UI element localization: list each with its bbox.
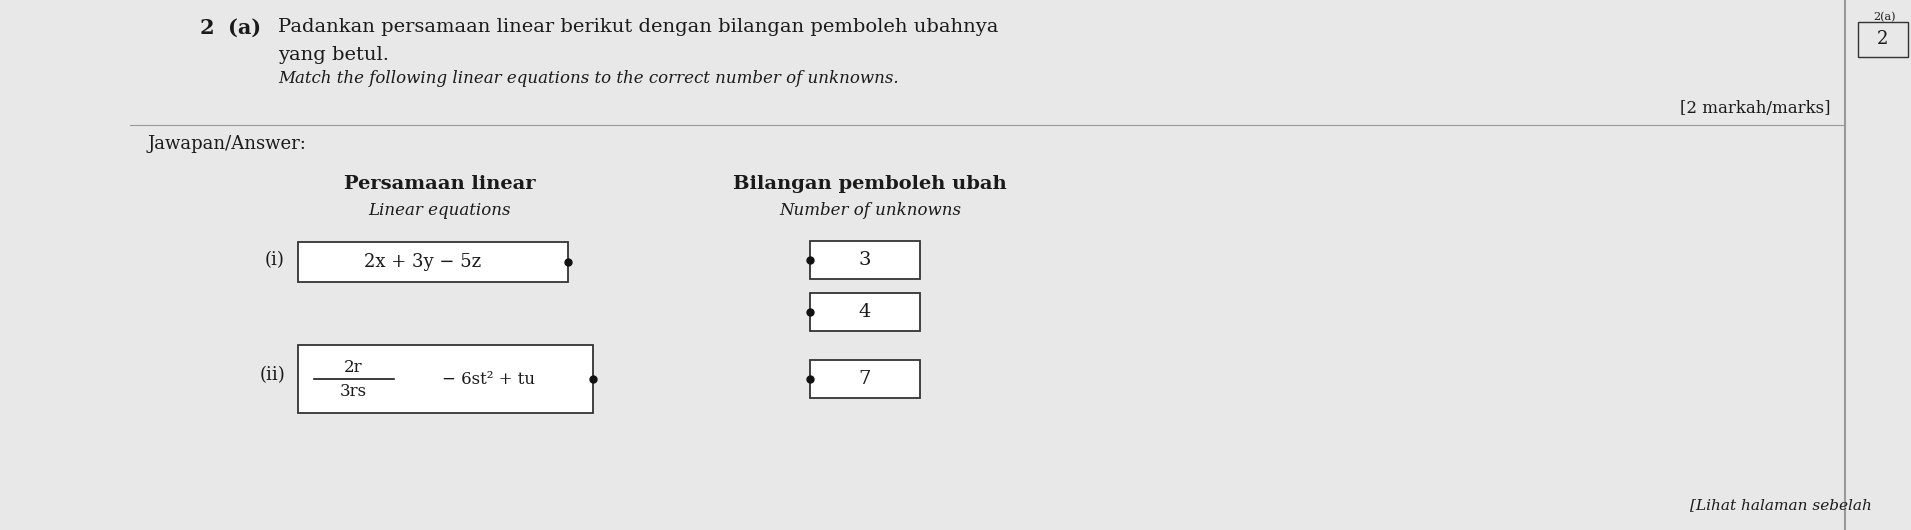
Text: 2: 2 — [201, 18, 214, 38]
Text: Padankan persamaan linear berikut dengan bilangan pemboleh ubahnya: Padankan persamaan linear berikut dengan… — [277, 18, 998, 36]
Text: Bilangan pemboleh ubah: Bilangan pemboleh ubah — [734, 175, 1007, 193]
Text: 2r: 2r — [344, 358, 363, 375]
FancyBboxPatch shape — [298, 242, 568, 282]
Text: Persamaan linear: Persamaan linear — [344, 175, 535, 193]
Text: 3rs: 3rs — [340, 384, 367, 401]
Text: Jawapan/Answer:: Jawapan/Answer: — [147, 135, 308, 153]
Text: Linear equations: Linear equations — [369, 202, 512, 219]
FancyBboxPatch shape — [298, 345, 592, 413]
Text: yang betul.: yang betul. — [277, 46, 390, 64]
Text: 3: 3 — [858, 251, 871, 269]
Text: [Lihat halaman sebelah: [Lihat halaman sebelah — [1689, 498, 1873, 512]
Text: (i): (i) — [266, 251, 285, 269]
Text: − 6st² + tu: − 6st² + tu — [441, 370, 535, 387]
Text: 2: 2 — [1877, 30, 1888, 48]
Text: Number of unknowns: Number of unknowns — [780, 202, 961, 219]
Text: 2x + 3y − 5z: 2x + 3y − 5z — [365, 253, 482, 271]
FancyBboxPatch shape — [810, 293, 919, 331]
FancyBboxPatch shape — [810, 241, 919, 279]
Text: 4: 4 — [858, 303, 871, 321]
Text: [2 markah/​marks]: [2 markah/​marks] — [1680, 100, 1831, 117]
Text: Match the following linear equations to the correct number of unknowns.: Match the following linear equations to … — [277, 70, 898, 87]
Text: 2(a): 2(a) — [1875, 12, 1896, 22]
Text: 7: 7 — [858, 370, 871, 388]
FancyBboxPatch shape — [1857, 22, 1907, 57]
Text: (a): (a) — [227, 18, 262, 38]
FancyBboxPatch shape — [810, 360, 919, 398]
Text: (ii): (ii) — [260, 366, 285, 384]
